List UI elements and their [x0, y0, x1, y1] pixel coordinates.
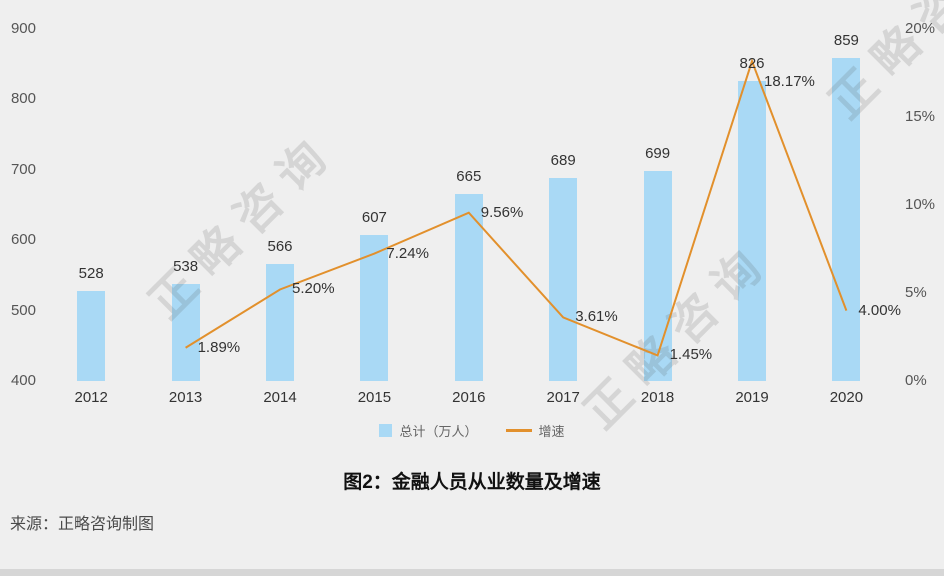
- right-axis-tick: 5%: [905, 284, 927, 301]
- left-axis-tick: 500: [10, 301, 36, 319]
- bar-value-label: 665: [456, 168, 482, 186]
- growth-value-label: 5.20%: [292, 280, 335, 298]
- growth-value-label: 7.24%: [386, 244, 429, 262]
- bar: [77, 290, 106, 381]
- x-axis-label: 2013: [168, 389, 203, 406]
- left-axis-tick: 700: [10, 160, 36, 178]
- growth-value-label: 1.89%: [197, 338, 241, 356]
- bar-value-label: 607: [361, 209, 387, 227]
- bar: [266, 264, 294, 381]
- legend-item: 总计（万人）: [379, 421, 478, 440]
- chart-title: 图2：金融人员从业数量及增速: [343, 472, 601, 493]
- bar-value-label: 689: [550, 151, 576, 169]
- legend-item: 增速: [505, 421, 565, 440]
- legend-label: 总计（万人）: [399, 424, 478, 439]
- right-axis-tick: 0%: [905, 372, 927, 389]
- right-axis-tick: 15%: [905, 108, 936, 125]
- chart-area: 正略咨询 正略咨询 正略咨询 900 800 700 600 500 400 20% 15% 1…: [10, 0, 944, 438]
- x-axis-label: 2015: [357, 389, 392, 406]
- bar-value-label: 699: [645, 144, 671, 162]
- x-axis-label: 2017: [546, 389, 580, 406]
- left-axis-tick: 800: [10, 90, 36, 108]
- labels-layer: 900 800 700 600 500 400 20% 15% 10% 5% 0% 2012 2013 2…: [10, 20, 936, 406]
- bottom-divider: [0, 569, 944, 576]
- left-axis-tick: 900: [10, 20, 36, 37]
- bar: [832, 57, 861, 381]
- bar-value-label: 859: [833, 31, 859, 49]
- x-axis-label: 2016: [452, 389, 486, 406]
- bar: [643, 170, 672, 381]
- bar-value-label: 528: [78, 264, 104, 282]
- x-axis-label: 2018: [640, 389, 675, 406]
- x-axis-label: 2020: [829, 389, 864, 406]
- left-axis-tick: 600: [10, 231, 36, 249]
- bar: [549, 177, 578, 381]
- bar-value-label: 566: [267, 238, 293, 256]
- bar-value-label: 538: [173, 257, 199, 275]
- legend-label: 增速: [538, 424, 565, 439]
- bar-value-label: 826: [739, 55, 765, 73]
- growth-value-label: 3.61%: [575, 308, 618, 326]
- growth-value-label: 9.56%: [480, 203, 524, 221]
- bars-layer: [77, 57, 861, 381]
- bar: [171, 283, 200, 381]
- left-axis-tick: 400: [10, 372, 36, 389]
- right-axis-tick: 10%: [905, 196, 936, 213]
- bar: [454, 194, 483, 381]
- x-axis-label: 2014: [263, 389, 297, 406]
- x-axis-label: 2019: [735, 389, 769, 406]
- growth-value-label: 1.45%: [669, 346, 713, 364]
- right-axis-tick: 20%: [905, 20, 936, 37]
- source-caption: 来源：正略咨询制图: [10, 516, 155, 533]
- growth-value-label: 4.00%: [858, 301, 901, 319]
- legend-bar-swatch: [379, 424, 393, 437]
- x-axis-label: 2012: [74, 389, 108, 406]
- bar: [738, 81, 766, 381]
- growth-line: [185, 58, 848, 357]
- legend: 总计（万人） 增速: [0, 421, 944, 440]
- growth-value-label: 18.17%: [764, 73, 815, 91]
- bar: [360, 235, 389, 381]
- legend-line-swatch: [505, 429, 532, 432]
